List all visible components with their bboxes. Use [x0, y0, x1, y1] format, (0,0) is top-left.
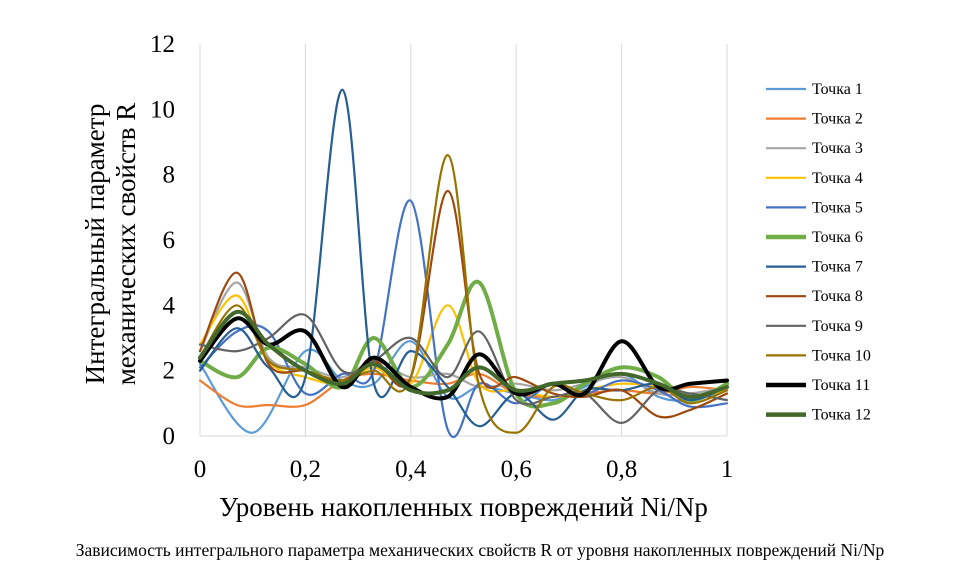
x-tick-labels: 0 0,2 0,4 0,6 0,8 1 — [194, 456, 734, 483]
legend-item: Точка 4 — [766, 170, 863, 187]
y-tick-label: 6 — [163, 227, 176, 254]
legend-item: Точка 8 — [766, 288, 863, 305]
y-axis-title-line2: механических свойств R — [111, 103, 141, 386]
series-line-8 — [198, 189, 729, 419]
legend-item: Точка 7 — [766, 259, 863, 276]
y-tick-label: 8 — [163, 162, 176, 189]
legend-label: Точка 5 — [812, 199, 863, 216]
legend-item: Точка 1 — [766, 81, 863, 98]
legend-item: Точка 12 — [766, 407, 871, 424]
legend-label: Точка 12 — [812, 407, 871, 424]
legend-label: Точка 1 — [812, 81, 863, 98]
legend-item: Точка 9 — [766, 318, 863, 335]
legend-item: Точка 5 — [766, 199, 863, 216]
legend-item: Точка 11 — [766, 377, 870, 394]
legend-item: Точка 6 — [766, 229, 863, 246]
y-tick-label: 10 — [150, 96, 175, 123]
y-axis-title-line1: Интегральный параметр — [80, 104, 110, 385]
legend-label: Точка 4 — [812, 170, 863, 187]
legend-label: Точка 11 — [812, 377, 870, 394]
legend-label: Точка 2 — [812, 111, 863, 128]
y-tick-labels: 0 2 4 6 8 10 12 — [150, 31, 176, 450]
line-chart: 0 0,2 0,4 0,6 0,8 1 0 2 4 6 8 10 12 Уровень накопле… — [80, 31, 871, 522]
series-line-9 — [198, 313, 729, 425]
y-tick-label: 2 — [163, 358, 176, 385]
series-line-10 — [198, 153, 729, 434]
legend-label: Точка 3 — [812, 140, 863, 157]
grid-lines — [199, 44, 728, 437]
legend-label: Точка 9 — [812, 318, 863, 335]
legend-label: Точка 8 — [812, 288, 863, 305]
x-axis-title: Уровень накопленных повреждений Ni/Np — [219, 492, 708, 522]
y-tick-label: 4 — [163, 292, 176, 319]
legend-label: Точка 7 — [812, 259, 863, 276]
legend-label: Точка 10 — [812, 347, 871, 364]
series-line-5 — [198, 199, 729, 439]
legend-item: Точка 10 — [766, 347, 871, 364]
y-tick-label: 12 — [150, 31, 175, 58]
y-axis-title: Интегральный параметр механических свойс… — [80, 103, 141, 386]
series-lines — [198, 88, 729, 439]
series-line-12 — [198, 309, 729, 399]
x-tick-label: 1 — [721, 456, 734, 483]
legend-label: Точка 6 — [812, 229, 863, 246]
legend-item: Точка 2 — [766, 111, 863, 128]
x-tick-label: 0,8 — [606, 456, 637, 483]
x-tick-label: 0 — [194, 456, 207, 483]
y-tick-label: 0 — [163, 423, 176, 450]
figure-caption: Зависимость интегрального параметра меха… — [75, 540, 885, 560]
legend: Точка 1 Точка 2 Точка 3 Точка 4 Точка 5 Точка… — [766, 81, 871, 424]
x-tick-label: 0,4 — [395, 456, 427, 483]
x-tick-label: 0,6 — [501, 456, 532, 483]
legend-item: Точка 3 — [766, 140, 863, 157]
series-line-11 — [198, 316, 729, 401]
x-tick-label: 0,2 — [290, 456, 321, 483]
